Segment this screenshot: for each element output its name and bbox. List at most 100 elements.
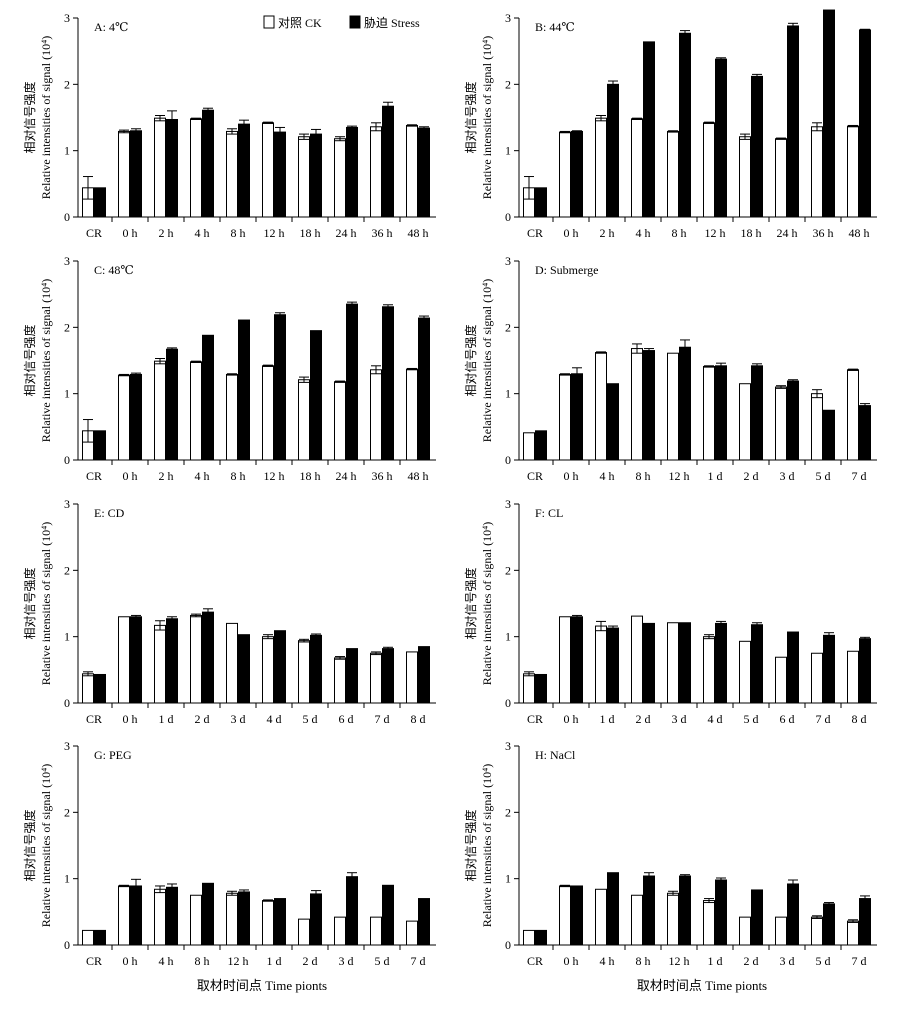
bar-stress xyxy=(535,187,547,218)
bar-stress xyxy=(607,83,619,218)
panel-title: E: CD xyxy=(94,506,125,520)
y-axis-label: Relative intensities of signal (10⁴) xyxy=(39,36,53,199)
y-tick-label: 1 xyxy=(505,387,511,401)
panel-title: D: Submerge xyxy=(535,263,598,277)
bar-ck xyxy=(739,916,751,946)
bar-stress xyxy=(643,350,655,461)
x-tick-label: 1 d xyxy=(708,954,723,968)
bar-ck xyxy=(667,352,679,461)
x-tick-label: 3 d xyxy=(672,712,687,726)
bar-stress xyxy=(715,879,727,946)
bar-ck xyxy=(559,885,571,946)
bar-stress xyxy=(346,648,358,704)
bar-ck xyxy=(559,373,571,461)
bar-stress xyxy=(787,631,799,704)
bar-ck xyxy=(262,900,274,946)
x-tick-label: 1 d xyxy=(267,954,282,968)
x-tick-label: 0 h xyxy=(123,226,138,240)
bar-ck xyxy=(334,916,346,946)
bar-ck xyxy=(703,122,715,218)
y-tick-label: 0 xyxy=(505,453,511,467)
bar-ck xyxy=(847,650,859,704)
y-tick-label: 2 xyxy=(505,320,511,334)
bar-ck xyxy=(595,117,607,218)
bar-stress xyxy=(274,898,286,946)
bar-stress xyxy=(346,303,358,461)
bar-stress xyxy=(643,875,655,946)
bar-ck xyxy=(262,365,274,461)
x-tick-label: 8 h xyxy=(195,954,210,968)
y-axis-label: Relative intensities of signal (10⁴) xyxy=(39,522,53,685)
x-tick-label: 24 h xyxy=(777,226,798,240)
x-tick-label: 3 d xyxy=(780,954,795,968)
bar-ck xyxy=(595,352,607,461)
y-tick-label: 2 xyxy=(64,563,70,577)
x-tick-label: 12 h xyxy=(669,954,690,968)
bar-ck xyxy=(226,622,238,704)
bar-stress xyxy=(715,365,727,461)
bar-ck xyxy=(811,916,823,946)
bar-stress xyxy=(787,883,799,946)
y-axis-label-cn: 相对信号强度 xyxy=(22,81,37,153)
y-tick-label: 1 xyxy=(64,630,70,644)
bar-ck xyxy=(154,888,166,946)
bar-ck xyxy=(703,900,715,946)
y-tick-label: 3 xyxy=(505,739,511,753)
x-tick-label: CR xyxy=(86,226,102,240)
bar-ck xyxy=(82,673,94,704)
bar-stress xyxy=(310,634,322,704)
bar-stress xyxy=(571,130,583,218)
x-tick-label: 0 h xyxy=(123,469,138,483)
bar-stress xyxy=(535,673,547,704)
bar-stress xyxy=(679,32,691,218)
bar-ck xyxy=(190,894,202,946)
x-tick-label: CR xyxy=(86,954,102,968)
bar-ck xyxy=(262,122,274,218)
legend-stress-swatch xyxy=(349,15,361,29)
bar-ck xyxy=(703,636,715,704)
y-tick-label: 2 xyxy=(505,563,511,577)
y-axis-label-cn: 相对信号强度 xyxy=(22,567,37,639)
x-axis-title-right: 取材时间点 Time pionts xyxy=(637,978,767,993)
y-axis-label: Relative intensities of signal (10⁴) xyxy=(480,36,494,199)
bar-ck xyxy=(406,368,418,461)
bar-ck xyxy=(739,383,751,461)
x-tick-label: 8 h xyxy=(636,469,651,483)
x-tick-label: 18 h xyxy=(741,226,762,240)
bar-stress xyxy=(571,373,583,461)
bar-stress xyxy=(787,380,799,461)
bar-stress xyxy=(571,616,583,704)
x-tick-label: CR xyxy=(527,712,543,726)
bar-stress xyxy=(643,622,655,704)
x-tick-label: 1 d xyxy=(708,469,723,483)
bar-ck xyxy=(118,885,130,946)
panel-e: 0 1 2 3 E: CD 相对信号强度 Relative intensities of s… xyxy=(22,497,436,726)
bar-ck xyxy=(406,651,418,704)
y-tick-label: 2 xyxy=(64,320,70,334)
x-tick-label: 3 d xyxy=(231,712,246,726)
x-tick-label: 36 h xyxy=(372,469,393,483)
x-tick-label: 7 d xyxy=(816,712,831,726)
bar-stress xyxy=(274,314,286,461)
bar-stress xyxy=(418,127,430,218)
bar-stress xyxy=(94,929,106,946)
x-tick-label: 24 h xyxy=(336,469,357,483)
bar-ck xyxy=(334,657,346,704)
bar-stress xyxy=(859,405,871,461)
y-axis-label: Relative intensities of signal (10⁴) xyxy=(39,764,53,927)
x-tick-label: 4 h xyxy=(195,226,210,240)
y-tick-label: 3 xyxy=(505,254,511,268)
bar-ck xyxy=(82,929,94,946)
bar-ck xyxy=(226,373,238,461)
x-tick-label: 6 d xyxy=(780,712,795,726)
bar-ck xyxy=(703,365,715,461)
bar-ck xyxy=(118,616,130,704)
bar-ck xyxy=(631,348,643,461)
bar-stress xyxy=(382,884,394,946)
y-tick-label: 2 xyxy=(64,77,70,91)
bar-ck xyxy=(739,136,751,218)
bar-stress xyxy=(418,898,430,946)
y-axis-label-cn: 相对信号强度 xyxy=(463,81,478,153)
x-tick-label: 8 h xyxy=(231,469,246,483)
